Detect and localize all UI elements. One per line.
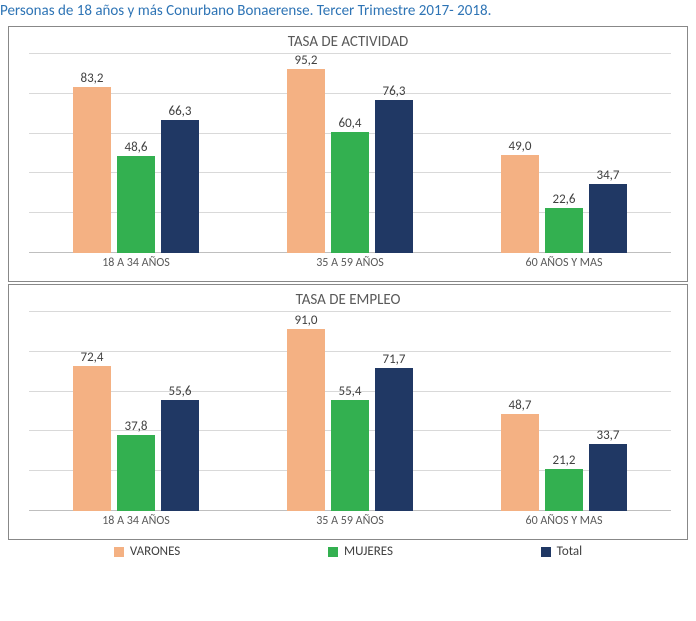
chart-title: TASA DE ACTIVIDAD — [19, 33, 677, 51]
x-axis-label: 35 A 59 AÑOS — [254, 514, 447, 528]
chart-panel-1: TASA DE EMPLEO 72,4 37,8 55,6 91,0 55,4 71,7 48… — [8, 284, 688, 540]
legend-swatch — [541, 547, 551, 557]
bar-wrap: 55,6 — [158, 311, 202, 511]
bar-group: 91,0 55,4 71,7 — [254, 311, 447, 511]
legend-item: MUJERES — [328, 544, 393, 559]
bar-wrap: 66,3 — [158, 53, 202, 253]
x-axis-label: 35 A 59 AÑOS — [254, 256, 447, 270]
bar-groups: 72,4 37,8 55,6 91,0 55,4 71,7 48,7 21,2 33,7 — [29, 311, 671, 511]
bar-value-label: 55,4 — [338, 384, 361, 399]
bar-wrap: 72,4 — [70, 311, 114, 511]
bar-value-label: 83,2 — [80, 71, 103, 86]
bar-wrap: 33,7 — [586, 311, 630, 511]
legend-label: VARONES — [130, 544, 180, 559]
bar-wrap: 71,7 — [372, 311, 416, 511]
bar — [375, 100, 413, 253]
bar-wrap: 83,2 — [70, 53, 114, 253]
bar-value-label: 34,7 — [596, 168, 619, 183]
legend: VARONES MUJERES Total — [40, 544, 656, 559]
chart-title: TASA DE EMPLEO — [19, 291, 677, 309]
plot-area: 72,4 37,8 55,6 91,0 55,4 71,7 48,7 21,2 33,7 18 A… — [29, 311, 671, 531]
bar — [73, 366, 111, 511]
bar — [501, 155, 539, 253]
bar-wrap: 91,0 — [284, 311, 328, 511]
bar-value-label: 66,3 — [168, 104, 191, 119]
bar-group: 95,2 60,4 76,3 — [254, 53, 447, 253]
bar-wrap: 21,2 — [542, 311, 586, 511]
bar-value-label: 91,0 — [294, 313, 317, 328]
bar — [545, 469, 583, 511]
chart-container: TASA DE ACTIVIDAD 83,2 48,6 66,3 95,2 60,4 76,… — [0, 26, 696, 540]
bar — [161, 120, 199, 253]
bar-value-label: 48,7 — [508, 398, 531, 413]
bar-wrap: 48,6 — [114, 53, 158, 253]
legend-label: Total — [557, 544, 582, 559]
bar-group: 83,2 48,6 66,3 — [40, 53, 233, 253]
bar — [589, 444, 627, 511]
bar-value-label: 33,7 — [596, 428, 619, 443]
legend-label: MUJERES — [344, 544, 393, 559]
bar — [331, 400, 369, 511]
bar — [287, 329, 325, 511]
bar-wrap: 60,4 — [328, 53, 372, 253]
plot-area: 83,2 48,6 66,3 95,2 60,4 76,3 49,0 22,6 34,7 18 A… — [29, 53, 671, 273]
bar — [117, 156, 155, 253]
legend-swatch — [114, 547, 124, 557]
bar-group: 49,0 22,6 34,7 — [468, 53, 661, 253]
bar-wrap: 48,7 — [498, 311, 542, 511]
bar-wrap: 34,7 — [586, 53, 630, 253]
bar — [161, 400, 199, 511]
header-text: Personas de 18 años y más Conurbano Bona… — [0, 2, 491, 20]
bar-wrap: 49,0 — [498, 53, 542, 253]
bar-value-label: 48,6 — [124, 140, 147, 155]
page-header: Personas de 18 años y más Conurbano Bona… — [0, 0, 696, 24]
bar — [73, 87, 111, 253]
bar — [501, 414, 539, 511]
bar-wrap: 55,4 — [328, 311, 372, 511]
bar — [375, 368, 413, 511]
legend-item: VARONES — [114, 544, 180, 559]
x-axis: 18 A 34 AÑOS 35 A 59 AÑOS 60 AÑOS Y MAS — [29, 511, 671, 531]
x-axis-label: 60 AÑOS Y MAS — [468, 514, 661, 528]
bar-value-label: 71,7 — [382, 352, 405, 367]
bar — [545, 208, 583, 253]
bar — [287, 69, 325, 253]
x-axis-label: 18 A 34 AÑOS — [40, 514, 233, 528]
x-axis-label: 60 AÑOS Y MAS — [468, 256, 661, 270]
bar-value-label: 22,6 — [552, 192, 575, 207]
bar-groups: 83,2 48,6 66,3 95,2 60,4 76,3 49,0 22,6 34,7 — [29, 53, 671, 253]
bar-value-label: 55,6 — [168, 384, 191, 399]
bar-value-label: 60,4 — [338, 116, 361, 131]
bar — [589, 184, 627, 253]
bar-value-label: 76,3 — [382, 84, 405, 99]
bar-wrap: 95,2 — [284, 53, 328, 253]
bar-group: 48,7 21,2 33,7 — [468, 311, 661, 511]
x-axis-label: 18 A 34 AÑOS — [40, 256, 233, 270]
bar-wrap: 22,6 — [542, 53, 586, 253]
x-axis: 18 A 34 AÑOS 35 A 59 AÑOS 60 AÑOS Y MAS — [29, 253, 671, 273]
legend-item: Total — [541, 544, 582, 559]
bar-value-label: 72,4 — [80, 350, 103, 365]
bar-value-label: 95,2 — [294, 53, 317, 68]
bar-value-label: 21,2 — [552, 453, 575, 468]
bar-value-label: 37,8 — [124, 419, 147, 434]
bar — [117, 435, 155, 511]
chart-panel-0: TASA DE ACTIVIDAD 83,2 48,6 66,3 95,2 60,4 76,… — [8, 26, 688, 282]
bar-wrap: 76,3 — [372, 53, 416, 253]
bar-wrap: 37,8 — [114, 311, 158, 511]
legend-swatch — [328, 547, 338, 557]
bar-value-label: 49,0 — [508, 139, 531, 154]
bar-group: 72,4 37,8 55,6 — [40, 311, 233, 511]
bar — [331, 132, 369, 253]
